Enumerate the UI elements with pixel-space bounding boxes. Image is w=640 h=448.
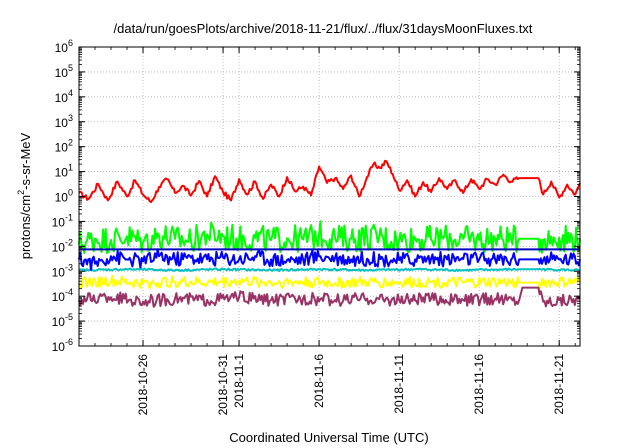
x-tick-label: 2018-11-1 [232,354,246,408]
series-layer [78,159,581,308]
y-tick-label: 10-2 [52,237,73,254]
y-tick-label: 104 [55,88,73,105]
y-tick-label: 10-4 [52,287,73,304]
series-line [78,286,581,308]
series-line [78,220,581,255]
x-tick-label: 2018-11-11 [392,354,406,414]
x-axis: 2018-10-26 2018-10-31 2018-11-1 2018-11-6 20… [78,47,576,416]
y-tick-label: 10-6 [52,337,73,354]
series-line [78,267,580,273]
y-axis-label: protons/cm2-s-sr-MeV [16,132,33,259]
x-tick-label: 2018-11-21 [552,354,566,415]
y-tick-label: 105 [55,63,73,80]
y-tick-label: 102 [55,138,73,155]
y-tick-label: 106 [55,38,73,55]
x-tick-label: 2018-11-6 [312,354,326,408]
x-tick-label: 2018-11-16 [472,354,486,415]
y-tick-label: 100 [55,188,73,205]
x-tick-label: 2018-10-31 [216,354,230,416]
y-tick-label: 101 [55,163,73,180]
series-line [78,275,581,290]
y-tick-label: 10-3 [52,262,73,279]
series-line [78,159,581,203]
series-line [78,248,581,272]
chart-title: /data/run/goesPlots/archive/2018-11-21/f… [114,21,533,36]
x-tick-label: 2018-10-26 [136,354,150,416]
y-tick-label: 10-1 [52,212,73,229]
x-axis-label: Coordinated Universal Time (UTC) [229,430,428,445]
y-tick-label: 10-5 [52,312,73,329]
y-axis: 10-6 10-5 10-4 10-3 10-2 10-1 100 101 102 103 104 1… [52,38,580,354]
y-tick-label: 103 [55,113,73,130]
